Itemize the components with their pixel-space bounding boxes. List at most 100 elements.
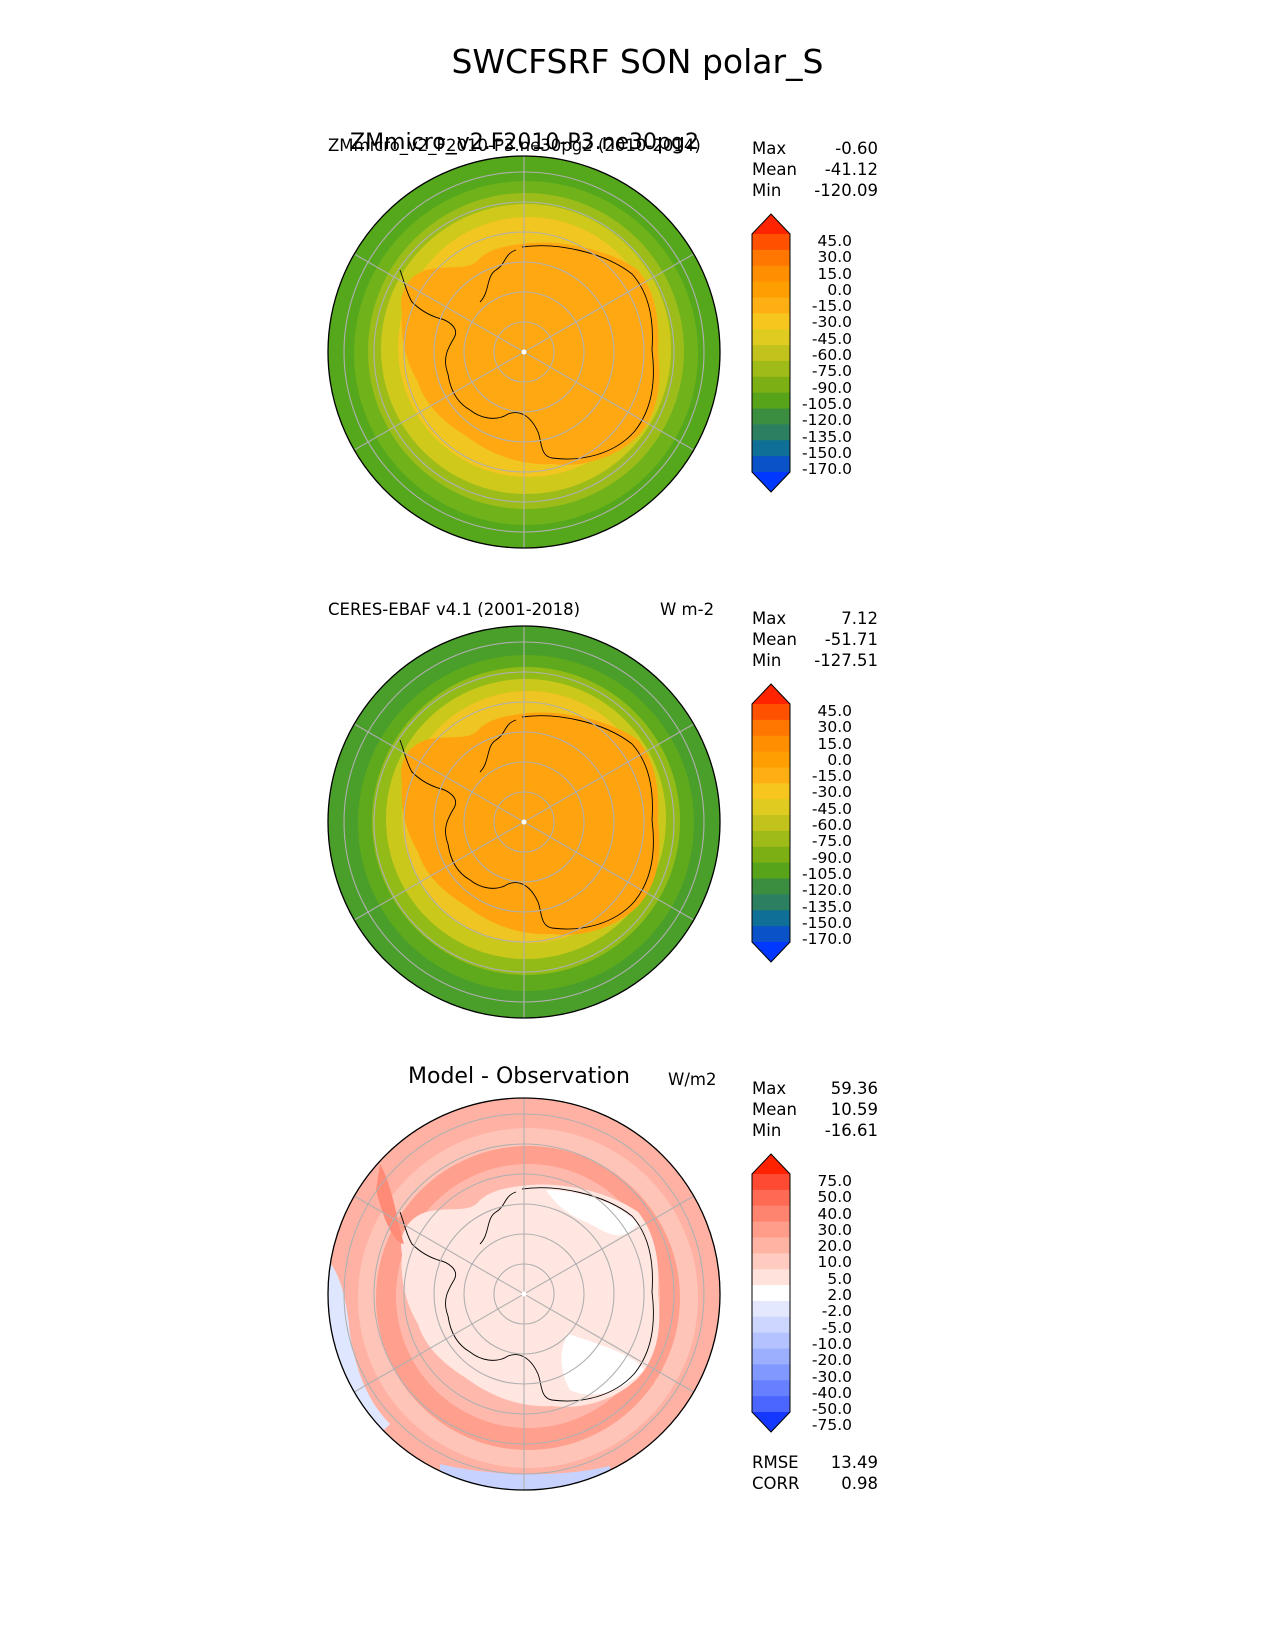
panel3-colorbar [751,1153,791,1433]
colorbar-swatch [752,1174,790,1191]
colorbar-tick-label: -15.0 [811,767,852,786]
colorbar-tick-label: -90.0 [811,848,852,867]
colorbar-swatch [752,1221,790,1239]
colorbar-tick-label: 45.0 [817,232,852,250]
stat-max-label: Max [752,1079,787,1098]
colorbar-tick-label: -135.0 [802,427,852,446]
colorbar-swatch [752,1348,790,1365]
panel2-pole-marker [521,819,527,825]
colorbar-tick-label: -120.0 [802,881,852,900]
stat-max-value: -0.60 [835,139,878,158]
stat-mean-value: 10.59 [830,1100,878,1119]
colorbar-tick-label: 30.0 [817,1220,852,1239]
panel3-pole-marker [521,1291,527,1297]
colorbar-tick-label: -30.0 [811,783,852,802]
panel2-colorbar-labels: 45.0 30.0 15.0 0.0 -15.0 -30.0 -45.0 -60.0 -75.0… [792,702,852,949]
panel1-polar-map [327,155,721,549]
colorbar-swatch [752,910,790,927]
stat-min-label: Min [752,1121,782,1140]
colorbar-tick-label: -45.0 [811,329,852,348]
corr-value: 0.98 [841,1474,878,1493]
colorbar-swatch [752,297,790,314]
colorbar-tick-label: 75.0 [817,1172,852,1190]
panel3-stats: Max 59.36 Mean 10.59 Min -16.61 [752,1078,878,1141]
colorbar-tick-label: -45.0 [811,799,852,818]
colorbar-extend-max [752,1154,790,1174]
colorbar-swatch [752,799,790,816]
colorbar-swatch [752,408,790,425]
colorbar-swatch [752,751,790,769]
panel3-polar-map [327,1097,721,1491]
panel1-pole-marker [521,349,527,355]
panel3-map-boundary [327,1097,721,1491]
colorbar-swatch [752,704,790,721]
panel1-title: ZMmicro_v2_F2010-P3.ne30pg2 (2010-2014) [328,136,701,155]
panel3-title: Model - Observation [408,1064,630,1089]
colorbar-swatch [752,281,790,299]
colorbar-swatch [752,1316,790,1334]
colorbar-tick-label: -105.0 [802,864,852,883]
colorbar-swatch [752,1300,790,1318]
colorbar-tick-label: 45.0 [817,702,852,720]
colorbar-swatch [752,878,790,895]
colorbar-tick-label: 15.0 [817,264,852,283]
colorbar-tick-label: -90.0 [811,378,852,397]
panel3-colorbar-labels: 75.0 50.0 40.0 30.0 20.0 10.0 5.0 2.0 -2.0 -5.0 -1… [792,1173,852,1434]
panel3-positive-patch [376,1164,404,1244]
colorbar-swatch [752,265,790,283]
colorbar-swatch [752,1364,790,1381]
colorbar-tick-label: 0.0 [827,750,852,769]
colorbar-tick-label: -20.0 [811,1351,852,1370]
panel3-negative-region-south [440,1464,610,1490]
panel2-units: W m-2 [660,600,715,619]
colorbar-swatch [752,1396,790,1413]
colorbar-swatch [752,329,790,346]
panel2-map-boundary [327,625,721,1019]
colorbar-swatch [752,424,790,441]
colorbar-tick-label: 50.0 [817,1188,852,1207]
colorbar-swatch [752,345,790,362]
stat-min-value: -16.61 [824,1121,878,1140]
colorbar-swatch [752,1253,790,1270]
colorbar-tick-label: -2.0 [821,1302,852,1321]
colorbar-tick-label: 0.0 [827,280,852,299]
colorbar-swatch [752,1332,790,1350]
colorbar-tick-label: -105.0 [802,394,852,413]
colorbar-tick-label: -75.0 [811,832,852,851]
colorbar-tick-label: 2.0 [827,1286,852,1305]
stat-max-value: 7.12 [841,609,878,628]
colorbar-tick-label: -170.0 [802,460,852,479]
colorbar-swatch [752,376,790,394]
colorbar-swatch [752,846,790,864]
colorbar-outline [751,213,791,493]
panel1-colorbar [751,213,791,493]
colorbar-tick-label: -15.0 [811,297,852,316]
panel2-title: CERES-EBAF v4.1 (2001-2018) [328,600,581,619]
stat-max-label: Max [752,139,787,158]
stat-min-value: -120.09 [814,181,878,200]
colorbar-tick-label: -170.0 [802,930,852,949]
stat-mean-label: Mean [752,160,797,179]
panel2-stats: Max 7.12 Mean -51.71 Min -127.51 [752,608,878,671]
colorbar-outline [751,683,791,963]
panel2-colorbar [751,683,791,963]
colorbar-swatch [752,926,790,943]
figure-title: SWCFSRF SON polar_S [451,42,824,81]
panel3-white-region [546,1190,644,1395]
colorbar-swatch [752,830,790,848]
stat-max-label: Max [752,609,787,628]
colorbar-swatch [752,815,790,832]
colorbar-swatch [752,313,790,330]
colorbar-swatch [752,1269,790,1286]
colorbar-tick-label: -30.0 [811,1367,852,1386]
colorbar-tick-label: -135.0 [802,897,852,916]
colorbar-swatch [752,1380,790,1397]
colorbar-swatch [752,1189,790,1207]
stat-min-value: -127.51 [814,651,878,670]
colorbar-tick-label: 30.0 [817,248,852,267]
colorbar-swatch [752,392,790,410]
colorbar-swatch [752,719,790,737]
colorbar-extend-max [752,214,790,234]
colorbar-swatch [752,440,790,457]
panel2-antarctica [401,712,660,935]
